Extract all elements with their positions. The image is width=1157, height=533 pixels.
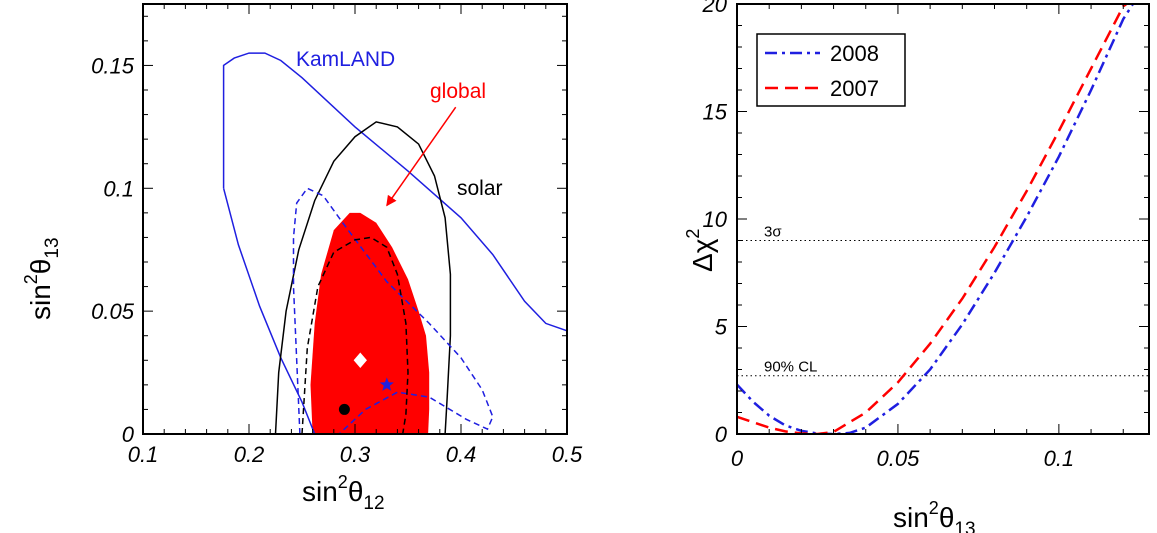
reference-line-label-1: 90% CL (764, 359, 817, 376)
region-solar (274, 121, 452, 434)
right-panel: 3σ 90% CL 0 0.05 0.1 0 5 10 15 20 2008 2007 sin2… (683, 0, 1150, 533)
right-x-tick-label: 0 (731, 446, 744, 471)
right-y-tick-label: 20 (702, 0, 728, 17)
right-y-axis-title: Δχ2 (683, 229, 718, 272)
solar-label: solar (457, 177, 503, 200)
right-x-tick-label: 0.1 (1044, 446, 1075, 471)
marker-best-fit-solar (338, 403, 350, 415)
region-global (310, 212, 430, 434)
right-tick-labels: 0 0.05 0.1 0 5 10 15 20 (702, 0, 1075, 471)
left-panel: 0.1 0.2 0.3 0.4 0.5 0 0.05 0.1 0.15 KamLAND glob… (21, 3, 583, 514)
left-x-tick-label: 0.3 (340, 442, 371, 467)
right-y-tick-label: 5 (715, 315, 728, 340)
left-y-axis-title: sin2θ13 (21, 237, 63, 320)
left-y-tick-label: 0.1 (103, 176, 134, 201)
legend-label-2007: 2007 (830, 76, 879, 101)
region-KamLAND-dashed (292, 187, 494, 434)
kamland-label: KamLAND (296, 48, 395, 71)
legend: 2008 2007 (756, 33, 906, 107)
left-x-tick-label: 0.5 (552, 442, 583, 467)
region-solar-dashed (301, 236, 409, 434)
left-y-tick-label: 0 (122, 422, 135, 447)
series-2008 (737, 4, 1134, 434)
left-y-tick-label: 0.15 (91, 53, 135, 78)
marker-best-fit-global (353, 352, 367, 369)
right-y-tick-label: 15 (703, 100, 728, 125)
global-arrow (386, 106, 457, 207)
left-x-tick-label: 0.2 (234, 442, 265, 467)
legend-label-2008: 2008 (830, 41, 879, 66)
right-y-tick-label: 0 (715, 422, 728, 447)
left-x-axis-title: sin2θ12 (302, 472, 385, 514)
global-label: global (430, 80, 486, 103)
right-x-axis-title: sin2θ13 (893, 498, 976, 533)
right-plot-frame (736, 3, 1150, 435)
right-plot-area: 3σ 90% CL (737, 4, 1149, 434)
region-KamLAND (222, 52, 567, 332)
reference-line-label-0: 3σ (764, 224, 782, 241)
right-y-tick-label: 10 (703, 207, 728, 232)
marker-best-fit-kamland (379, 377, 394, 391)
left-x-tick-label: 0.1 (128, 442, 159, 467)
region-KamLAND-lower (222, 188, 316, 434)
left-x-tick-label: 0.4 (446, 442, 477, 467)
left-plot-frame (142, 3, 568, 435)
right-x-tick-label: 0.05 (877, 446, 921, 471)
legend-box (756, 33, 906, 107)
left-plot-area (222, 52, 567, 434)
left-tick-labels: 0.1 0.2 0.3 0.4 0.5 0 0.05 0.1 0.15 (91, 53, 583, 467)
series-2007 (737, 4, 1128, 434)
left-y-tick-label: 0.05 (91, 299, 135, 324)
